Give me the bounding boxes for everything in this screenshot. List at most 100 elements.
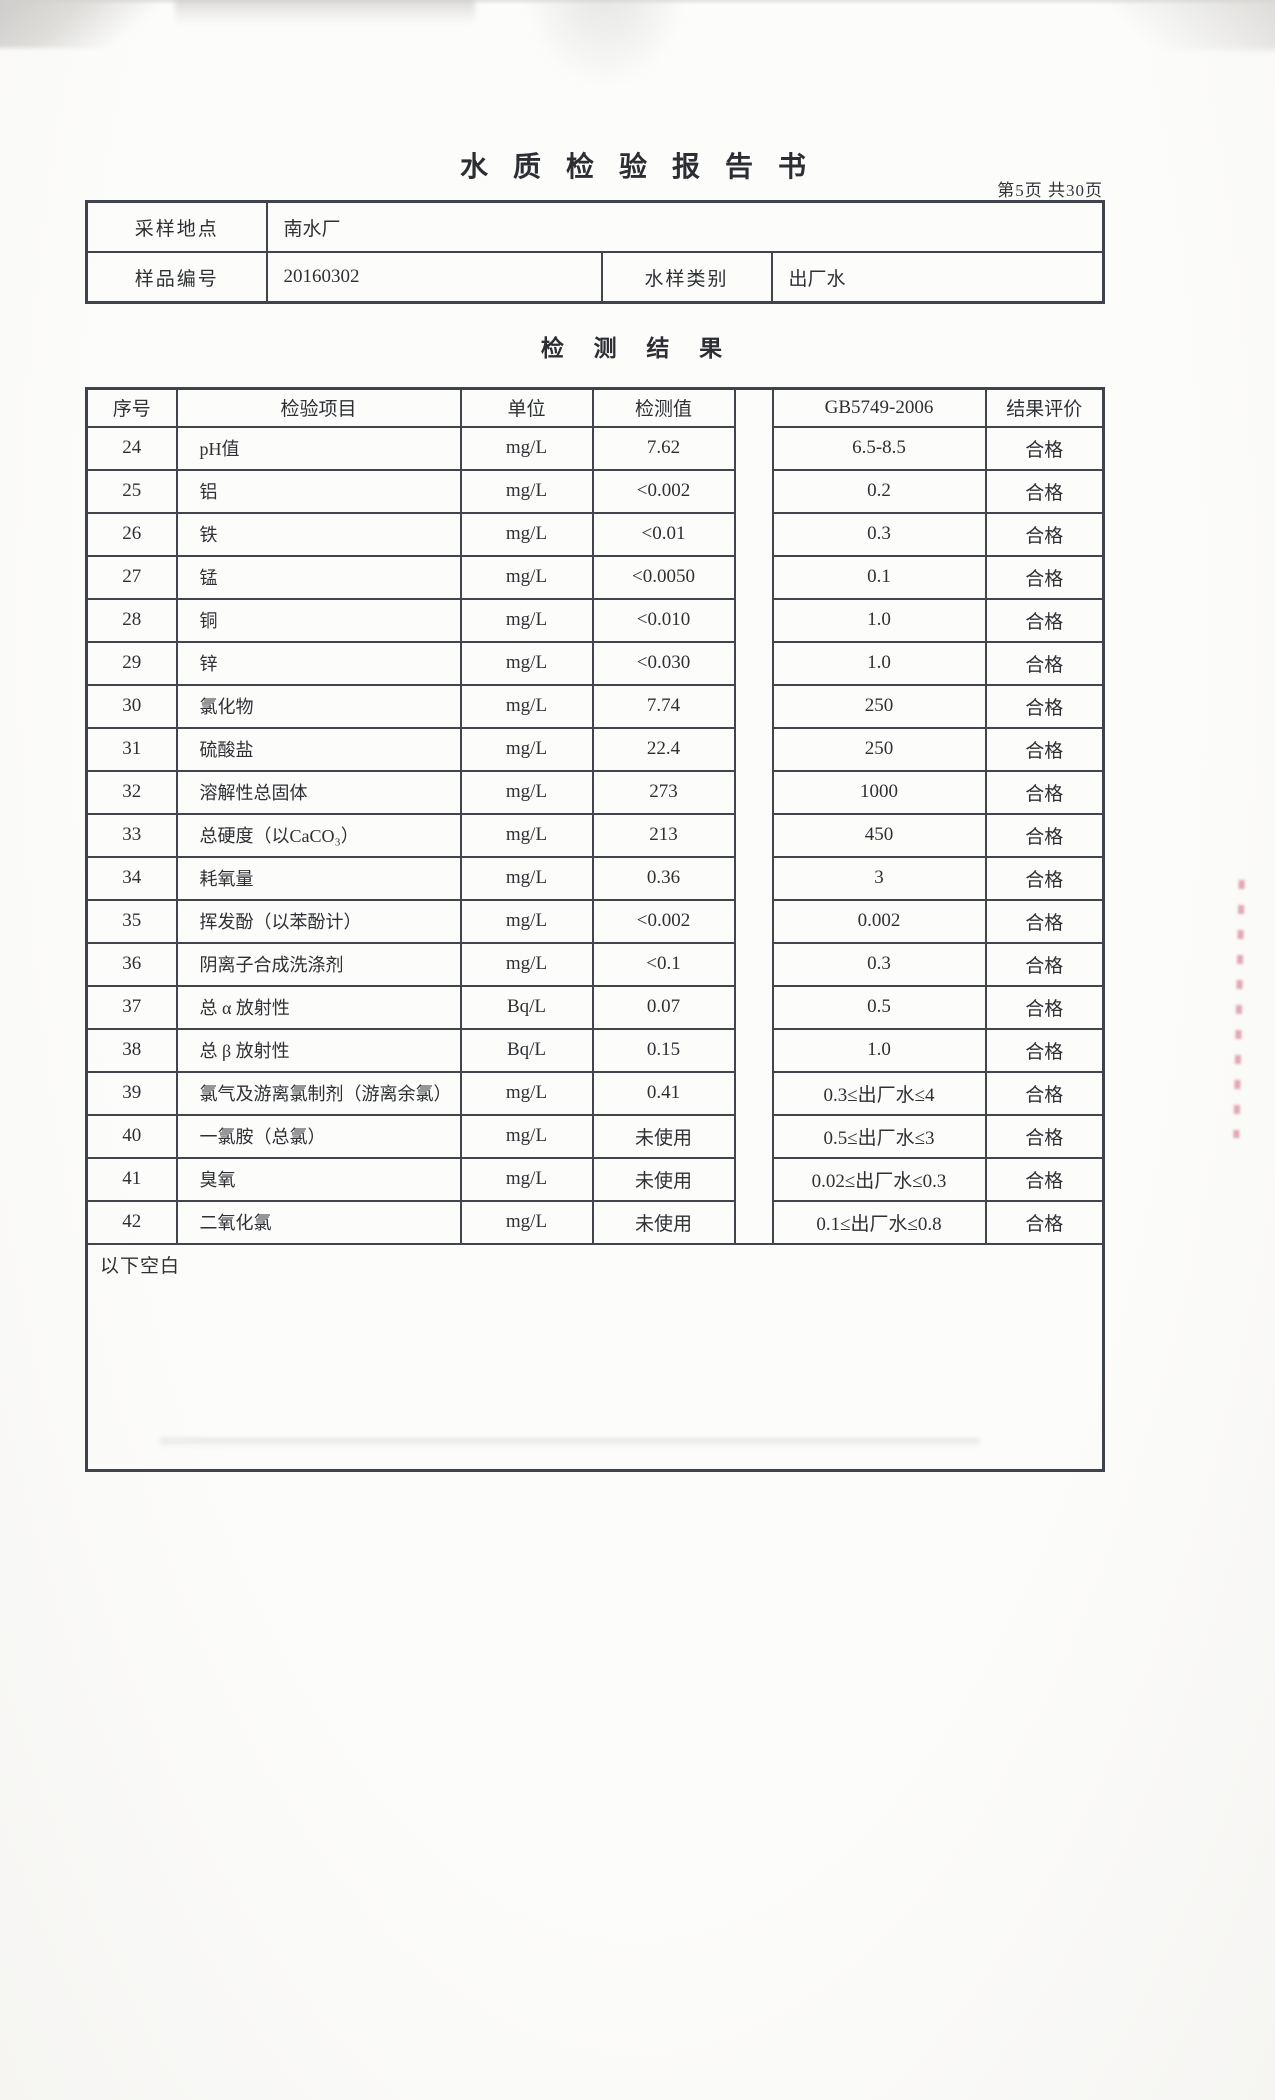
result-evaluation: 合格 [984, 683, 1105, 729]
section-title: 检 测 结 果 [540, 336, 735, 361]
red-stamp-bleedthrough [1233, 879, 1245, 1139]
column-header-value: 检测值 [591, 387, 736, 428]
result-evaluation: 合格 [984, 1027, 1105, 1073]
unit: mg/L [459, 468, 594, 514]
page-indicator: 第5页 共30页 [997, 181, 1103, 200]
standard-limit: 250 [771, 726, 987, 772]
measured-value: 0.15 [591, 1027, 736, 1073]
table-row: 40 一氯胺（总氯） mg/L 未使用 0.5≤出厂水≤3 合格 [85, 1113, 1105, 1159]
row-index: 31 [85, 726, 178, 772]
row-index: 42 [85, 1199, 178, 1245]
table-row: 42 二氧化氯 mg/L 未使用 0.1≤出厂水≤0.8 合格 [85, 1199, 1105, 1245]
table-gap-cell [733, 1071, 774, 1115]
row-index: 35 [85, 898, 178, 944]
column-header-index: 序号 [85, 387, 178, 428]
measured-value: <0.002 [591, 898, 736, 944]
table-gap-cell [733, 1200, 774, 1244]
test-item: 硫酸盐 [175, 726, 462, 772]
row-index: 34 [85, 855, 178, 901]
result-evaluation: 合格 [984, 1113, 1105, 1159]
results-header-row: 序号 检验项目 单位 检测值 GB5749-2006 结果评价 [85, 387, 1105, 428]
table-gap-cell [733, 985, 774, 1029]
measured-value: 未使用 [591, 1156, 736, 1202]
row-index: 30 [85, 683, 178, 729]
table-row: 25 铝 mg/L <0.002 0.2 合格 [85, 468, 1105, 514]
unit: mg/L [459, 769, 594, 815]
result-evaluation: 合格 [984, 984, 1105, 1030]
test-item: 锌 [175, 640, 462, 686]
row-index: 33 [85, 812, 178, 858]
measured-value: 未使用 [591, 1199, 736, 1245]
table-gap-cell [733, 641, 774, 685]
sampling-location-label: 采样地点 [85, 200, 268, 253]
unit: Bq/L [459, 984, 594, 1030]
result-evaluation: 合格 [984, 554, 1105, 600]
unit: mg/L [459, 1113, 594, 1159]
row-index: 26 [85, 511, 178, 557]
measured-value: 0.41 [591, 1070, 736, 1116]
test-item: 溶解性总固体 [175, 769, 462, 815]
row-index: 29 [85, 640, 178, 686]
test-item: 臭氧 [175, 1156, 462, 1202]
result-evaluation: 合格 [984, 597, 1105, 643]
standard-limit: 3 [771, 855, 987, 901]
unit: mg/L [459, 726, 594, 772]
table-gap-cell [733, 727, 774, 771]
report-title: 水 质 检 验 报 告 书 [459, 152, 815, 183]
sample-info-table: 采样地点 南水厂 样品编号 20160302 水样类别 出厂水 [85, 200, 1106, 304]
water-type-value: 出厂水 [770, 251, 1105, 304]
standard-limit: 0.3 [771, 941, 987, 987]
table-gap-cell [733, 856, 774, 900]
sample-location-row: 采样地点 南水厂 [85, 200, 1105, 253]
standard-limit: 1.0 [771, 597, 987, 643]
unit: mg/L [459, 1070, 594, 1116]
scan-smudge-top-left [0, 0, 175, 48]
standard-limit: 450 [771, 812, 987, 858]
table-row: 34 耗氧量 mg/L 0.36 3 合格 [85, 855, 1105, 901]
results-table: 序号 检验项目 单位 检测值 GB5749-2006 结果评价 24 pH值 m… [85, 387, 1105, 1472]
table-row: 28 铜 mg/L <0.010 1.0 合格 [85, 597, 1105, 643]
result-evaluation: 合格 [984, 1070, 1105, 1116]
measured-value: 22.4 [591, 726, 736, 772]
unit: mg/L [459, 855, 594, 901]
row-index: 32 [85, 769, 178, 815]
unit: Bq/L [459, 1027, 594, 1073]
table-gap-cell [733, 942, 774, 986]
result-evaluation: 合格 [984, 425, 1105, 471]
unit: mg/L [459, 898, 594, 944]
unit: mg/L [459, 941, 594, 987]
test-item: 锰 [175, 554, 462, 600]
result-evaluation: 合格 [984, 468, 1105, 514]
table-row: 29 锌 mg/L <0.030 1.0 合格 [85, 640, 1105, 686]
table-gap-cell [733, 1157, 774, 1201]
column-header-standard: GB5749-2006 [771, 387, 987, 428]
sample-number-row: 样品编号 20160302 水样类别 出厂水 [85, 251, 1105, 304]
standard-limit: 250 [771, 683, 987, 729]
test-item: 总硬度（以CaCO₃） [175, 812, 462, 858]
table-row: 38 总 β 放射性 Bq/L 0.15 1.0 合格 [85, 1027, 1105, 1073]
row-index: 24 [85, 425, 178, 471]
test-item: 阴离子合成洗涤剂 [175, 941, 462, 987]
table-row: 31 硫酸盐 mg/L 22.4 250 合格 [85, 726, 1105, 772]
column-header-evaluation: 结果评价 [984, 387, 1105, 428]
table-row: 35 挥发酚（以苯酚计） mg/L <0.002 0.002 合格 [85, 898, 1105, 944]
table-gap-cell [733, 598, 774, 642]
standard-limit: 0.002 [771, 898, 987, 944]
standard-limit: 0.3 [771, 511, 987, 557]
scan-edge-shadow [0, 0, 1275, 5]
standard-limit: 1.0 [771, 640, 987, 686]
test-item: 铁 [175, 511, 462, 557]
standard-limit: 6.5-8.5 [771, 425, 987, 471]
result-evaluation: 合格 [984, 1156, 1105, 1202]
measured-value: <0.030 [591, 640, 736, 686]
row-index: 36 [85, 941, 178, 987]
result-evaluation: 合格 [984, 855, 1105, 901]
test-item: 铝 [175, 468, 462, 514]
result-evaluation: 合格 [984, 812, 1105, 858]
unit: mg/L [459, 1199, 594, 1245]
row-index: 27 [85, 554, 178, 600]
column-header-item: 检验项目 [175, 387, 462, 428]
scan-smudge-top-center [520, 0, 690, 90]
table-gap-cell [733, 426, 774, 470]
